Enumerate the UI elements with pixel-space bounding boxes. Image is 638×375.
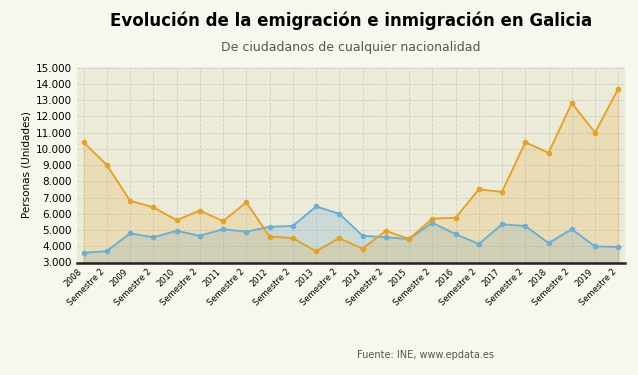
Emigración: [219, 227, 227, 231]
Inmigración: [126, 198, 134, 203]
Emigración: [475, 242, 482, 246]
Emigración: [614, 245, 622, 249]
Emigración: [289, 224, 297, 228]
Text: Fuente: INE, www.epdata.es: Fuente: INE, www.epdata.es: [357, 350, 494, 360]
Text: Evolución de la emigración e inmigración en Galicia: Evolución de la emigración e inmigración…: [110, 11, 592, 30]
Y-axis label: Personas (Unidades): Personas (Unidades): [22, 112, 31, 218]
Emigración: [568, 227, 575, 231]
Inmigración: [219, 219, 227, 224]
Inmigración: [498, 190, 506, 194]
Emigración: [242, 230, 250, 234]
Inmigración: [173, 218, 181, 222]
Inmigración: [591, 130, 599, 135]
Inmigración: [242, 200, 250, 205]
Inmigración: [289, 236, 297, 240]
Inmigración: [359, 246, 366, 251]
Emigración: [265, 225, 273, 229]
Inmigración: [196, 208, 204, 213]
Line: Inmigración: Inmigración: [82, 87, 620, 253]
Emigración: [103, 249, 110, 254]
Inmigración: [405, 237, 413, 241]
Inmigración: [382, 229, 390, 233]
Inmigración: [265, 234, 273, 239]
Inmigración: [521, 140, 529, 144]
Emigración: [196, 233, 204, 238]
Emigración: [498, 222, 506, 226]
Text: De ciudadanos de cualquier nacionalidad: De ciudadanos de cualquier nacionalidad: [221, 41, 480, 54]
Emigración: [452, 232, 459, 236]
Inmigración: [568, 101, 575, 105]
Inmigración: [80, 140, 87, 144]
Inmigración: [103, 163, 110, 167]
Inmigración: [614, 86, 622, 91]
Inmigración: [452, 216, 459, 220]
Emigración: [80, 251, 87, 255]
Emigración: [359, 233, 366, 238]
Inmigración: [475, 187, 482, 192]
Emigración: [149, 235, 157, 240]
Emigración: [521, 224, 529, 228]
Emigración: [429, 220, 436, 225]
Emigración: [312, 204, 320, 209]
Emigración: [126, 231, 134, 236]
Emigración: [336, 211, 343, 216]
Inmigración: [545, 151, 553, 155]
Inmigración: [336, 236, 343, 240]
Inmigración: [149, 205, 157, 210]
Line: Emigración: Emigración: [82, 204, 620, 255]
Emigración: [405, 237, 413, 241]
Emigración: [382, 235, 390, 240]
Inmigración: [429, 216, 436, 221]
Emigración: [545, 241, 553, 245]
Inmigración: [312, 249, 320, 254]
Emigración: [173, 229, 181, 233]
Emigración: [591, 244, 599, 249]
